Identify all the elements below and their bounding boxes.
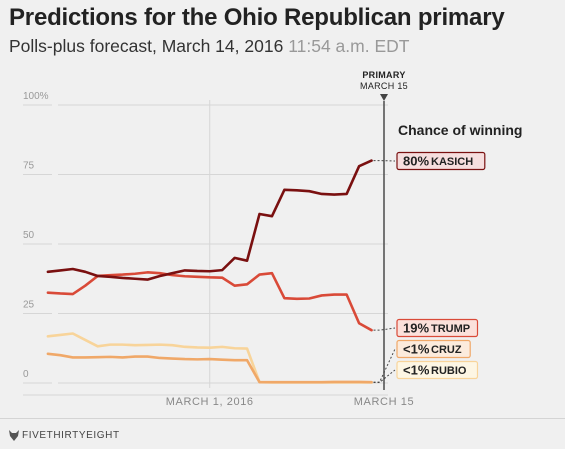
y-axis-ticks: 0 25 50 75 100%: [23, 91, 49, 380]
y-tick-label: 75: [23, 161, 35, 172]
x-axis-gridlines: [23, 100, 388, 395]
y-tick-label: 0: [23, 369, 29, 380]
y-tick-label: 100%: [23, 91, 49, 102]
end-label-name: CRUZ: [431, 344, 462, 356]
marker-arrow-icon: [380, 94, 388, 101]
end-label-percent: 19%: [403, 321, 429, 336]
end-label-percent: <1%: [403, 363, 430, 378]
end-label-name: KASICH: [431, 156, 473, 168]
end-label-name: TRUMP: [431, 323, 470, 335]
x-axis-ticks: MARCH 1, 2016 MARCH 15: [166, 396, 414, 408]
fox-icon: [9, 430, 19, 441]
chart-canvas: 0 25 50 75 100% MARCH 1, 2016 MARCH 15 PRIMAR…: [0, 0, 565, 418]
marker-label-date: MARCH 15: [360, 81, 408, 91]
grid-lines: [23, 105, 388, 383]
x-tick-label: MARCH 15: [354, 396, 414, 408]
end-label-name: RUBIO: [431, 365, 467, 377]
marker-label-primary: PRIMARY: [362, 70, 405, 80]
x-tick-label: MARCH 1, 2016: [166, 396, 254, 408]
footer-brand: FIVETHIRTYEIGHT: [22, 430, 120, 441]
legend-title: Chance of winning: [398, 122, 522, 138]
y-tick-label: 25: [23, 300, 35, 311]
y-tick-label: 50: [23, 230, 35, 241]
footer: FIVETHIRTYEIGHT: [0, 418, 565, 449]
end-label-percent: 80%: [403, 154, 429, 169]
end-label-percent: <1%: [403, 342, 430, 357]
